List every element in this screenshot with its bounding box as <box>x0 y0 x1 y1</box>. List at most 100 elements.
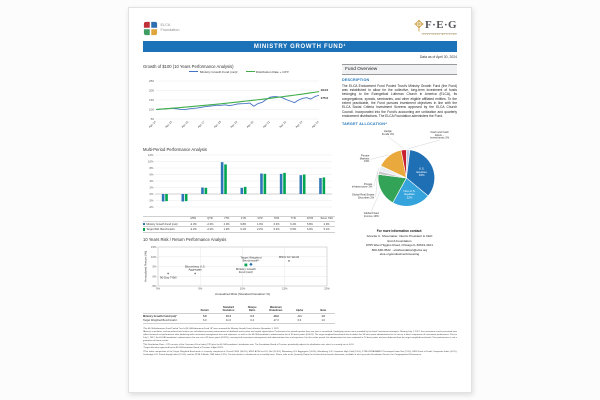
svg-text:10%: 10% <box>151 255 157 259</box>
table-row: Ministry Growth Fund (net)² 5.8 10.4 0.4 -18… <box>143 314 325 318</box>
svg-text:Apr-24: Apr-24 <box>311 119 320 128</box>
target-allocation-pie-chart: Cash and Cash Equiv. -Investments 2% U.S. E… <box>352 129 450 218</box>
legend-item-fund: Ministry Growth Fund (net)² <box>189 69 238 74</box>
contact-org: ELCA Foundation <box>387 238 412 243</box>
svg-text:Apr-15: Apr-15 <box>164 119 173 128</box>
svg-text:Bloomberg U.S.Aggregate: Bloomberg U.S. Aggregate <box>185 264 206 271</box>
svg-text:2%: 2% <box>149 185 154 189</box>
table-row: Target Wtd. Benchmark¹¹ -2.2% -2.2% 1.9% 9.1… <box>143 226 335 233</box>
right-column: Fund Overview DESCRIPTION The ELCA Endow… <box>342 61 457 324</box>
data-as-of-label: Data as of April 30, 2024 <box>419 54 457 59</box>
description-text: The ELCA Endowment Fund Pooled Trust's M… <box>342 83 457 118</box>
table-row: Ministry Growth Fund (net)² -2.3% -2.3% 2.0… <box>143 221 335 227</box>
bar-MTD-s0 <box>161 193 165 202</box>
growth-line-chart: 50 100 150 200 250 Apr-14 Apr-15 Apr-16 Apr-17 Ap… <box>148 79 329 129</box>
svg-text:6%: 6% <box>149 172 154 176</box>
legend-cpi-label: Distribution Rate + CPI³ <box>256 69 289 74</box>
svg-text:4%: 4% <box>149 179 154 183</box>
series-swatch <box>143 222 146 226</box>
growth-legend: Ministry Growth Fund (net)² Distribution… <box>143 70 335 74</box>
feg-logo: F·E·G INVESTMENT ADVISORS <box>414 19 457 37</box>
growth-series-0 <box>155 94 320 110</box>
svg-text:10%: 10% <box>148 159 154 163</box>
svg-text:Apr-20: Apr-20 <box>246 119 255 128</box>
bar-QTD-s1 <box>184 193 188 201</box>
contact-phone-email[interactable]: 800-638-3522 · elcafoundation@elca.org <box>371 247 428 252</box>
bar-3YR-s0 <box>240 187 244 194</box>
svg-text:15%: 15% <box>151 245 157 249</box>
svg-text:0%: 0% <box>152 274 157 278</box>
svg-text:Annualized Risk (Standard Devi: Annualized Risk (Standard Deviation %) <box>215 292 270 296</box>
growth-section-title: Growth of $100 (10 Years Performance Ana… <box>143 63 234 69</box>
factsheet-page: ELCA Foundation F·E·G INVESTMENT ADVISOR… <box>128 7 472 393</box>
bar-1YR-s1 <box>224 164 227 194</box>
bar-YTD-s1 <box>204 187 208 194</box>
svg-text:MSCI AC World: MSCI AC World <box>279 255 300 259</box>
elca-cross-icon <box>143 21 158 35</box>
svg-text:Annualized Return (%): Annualized Return (%) <box>144 251 148 282</box>
svg-text:5%: 5% <box>152 264 157 268</box>
svg-text:Apr-22: Apr-22 <box>278 119 287 128</box>
bar-7YR-s0 <box>279 173 283 194</box>
svg-text:10%: 10% <box>240 286 246 290</box>
svg-text:194.0: 194.0 <box>321 88 329 92</box>
bar-Since 7/94-s1 <box>322 177 326 194</box>
cpi-line-swatch <box>245 71 255 73</box>
scatter-point-0 <box>167 272 170 275</box>
contact-block: For more information contact: Annette C.… <box>342 229 457 257</box>
svg-text:175.0: 175.0 <box>321 95 329 99</box>
pie-slice-7 <box>400 149 407 179</box>
fund-title-bar: MINISTRY GROWTH FUND¹ <box>143 41 457 53</box>
risk-section-title: 10 Years Risk / Return Performance Analy… <box>143 236 227 242</box>
elca-logo: ELCA Foundation <box>143 21 180 36</box>
svg-text:-4%: -4% <box>149 205 154 209</box>
legend-item-cpi: Distribution Rate + CPI³ <box>245 69 289 74</box>
svg-text:Apr-21: Apr-21 <box>262 119 271 128</box>
table-header-row: Return Standard Deviation Sharpe Ratio Maxi… <box>143 305 335 314</box>
contact-heading: For more information contact: <box>376 229 423 234</box>
elca-logo-line2: Foundation <box>160 28 180 32</box>
svg-text:-5%: -5% <box>152 284 157 288</box>
feg-logo-letters: F·E·G <box>425 19 457 32</box>
svg-text:150: 150 <box>149 98 154 102</box>
table-row: Target Weighted Benchmark¹¹ 6.0 11.0 0.4 -17… <box>143 318 335 324</box>
elca-logo-text: ELCA Foundation <box>161 23 180 32</box>
bar-7YR-s1 <box>283 172 286 194</box>
contact-name: Annette C. Shoemaker, Interim President … <box>366 233 433 238</box>
description-heading: DESCRIPTION <box>342 78 370 83</box>
table-header-row: MTD QTD YTD 1YR 3YR 5YR 7YR 10YR Since 7/94 <box>143 215 335 222</box>
svg-text:Apr-19: Apr-19 <box>229 119 238 128</box>
series-swatch <box>143 228 146 231</box>
contact-website[interactable]: elca.org/endowmentinvesting <box>379 252 420 257</box>
elca-logo-line1: ELCA <box>160 23 171 28</box>
risk-scatter-chart: 0% 5% 10% 15% 20%-5%0%5%10%15%Annualized Ris… <box>144 245 331 296</box>
scatter-point-1 <box>194 272 197 275</box>
footnote-1: ¹The ELCA Endowment Fund Pooled Trust's … <box>143 327 280 330</box>
bar-MTD-s1 <box>165 193 168 201</box>
risk-return-table: Return Standard Deviation Sharpe Ratio Maxi… <box>143 305 335 324</box>
legend-fund-label: Ministry Growth Fund (net)² <box>199 69 238 74</box>
svg-text:Apr-23: Apr-23 <box>294 119 303 128</box>
left-column: Growth of $100 (10 Years Performance Ana… <box>143 61 335 324</box>
footnote-11: ¹¹The index composition of the Target We… <box>143 350 457 356</box>
svg-text:12%: 12% <box>148 153 154 157</box>
scatter-point-3 <box>249 262 253 266</box>
bar-5YR-s1 <box>263 173 267 194</box>
svg-text:Apr-18: Apr-18 <box>213 119 222 128</box>
footnotes: ¹The ELCA Endowment Fund Pooled Trust's … <box>143 328 457 357</box>
feg-logo-tagline: INVESTMENT ADVISORS <box>421 32 457 37</box>
bar-10YR-s0 <box>299 174 303 194</box>
multi-period-table: MTD QTD YTD 1YR 3YR 5YR 7YR 10YR Since 7/94 Minis… <box>143 215 335 233</box>
svg-text:90-Day T-Bill: 90-Day T-Bill <box>160 275 177 279</box>
multi-section-title: Multi-Period Performance Analysis <box>143 146 208 152</box>
svg-text:200: 200 <box>149 88 154 92</box>
